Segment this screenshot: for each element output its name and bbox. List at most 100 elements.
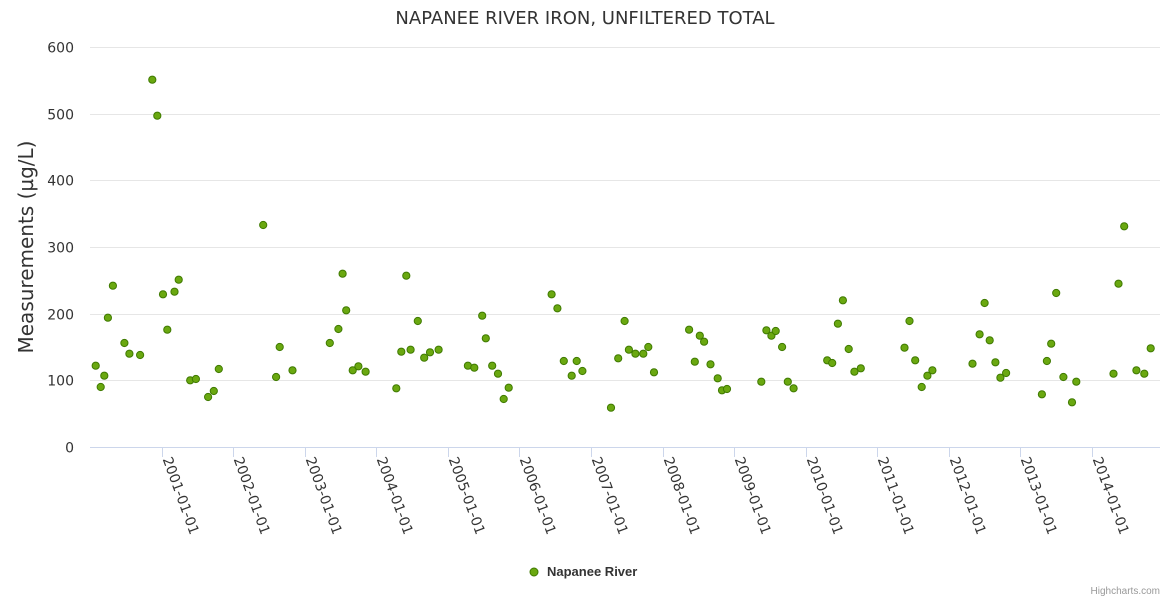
data-point[interactable]	[1132, 366, 1141, 375]
data-point[interactable]	[1114, 279, 1123, 288]
data-point[interactable]	[209, 386, 218, 396]
credits-link[interactable]: Highcharts.com	[1091, 586, 1160, 597]
data-point[interactable]	[783, 377, 792, 386]
data-point[interactable]	[1072, 377, 1081, 386]
data-point[interactable]	[1052, 288, 1061, 298]
data-point[interactable]	[136, 350, 145, 360]
data-point[interactable]	[606, 403, 616, 412]
data-point[interactable]	[850, 367, 859, 376]
data-point[interactable]	[174, 275, 183, 284]
legend-marker-icon[interactable]	[529, 567, 539, 577]
data-point[interactable]	[413, 316, 422, 326]
data-point[interactable]	[402, 271, 411, 280]
data-point[interactable]	[690, 357, 699, 366]
data-point[interactable]	[685, 325, 694, 334]
data-point[interactable]	[695, 331, 704, 340]
data-point[interactable]	[425, 348, 435, 357]
data-point[interactable]	[547, 290, 556, 299]
data-point[interactable]	[470, 363, 479, 372]
data-point[interactable]	[434, 345, 443, 354]
data-point[interactable]	[614, 354, 623, 363]
data-point[interactable]	[856, 364, 865, 373]
data-point[interactable]	[397, 347, 406, 356]
data-point[interactable]	[828, 358, 837, 368]
data-point[interactable]	[108, 281, 118, 290]
data-point[interactable]	[975, 330, 984, 339]
data-point[interactable]	[214, 364, 223, 374]
data-point[interactable]	[706, 360, 715, 369]
data-point[interactable]	[342, 306, 351, 315]
data-point[interactable]	[148, 75, 157, 84]
data-point[interactable]	[649, 368, 659, 377]
data-point[interactable]	[923, 371, 932, 380]
data-point[interactable]	[406, 345, 415, 354]
legend-item-napanee-river[interactable]: Napanee River	[547, 564, 637, 579]
data-point[interactable]	[838, 296, 848, 305]
data-point[interactable]	[499, 394, 508, 404]
data-point[interactable]	[348, 366, 357, 375]
data-point[interactable]	[789, 384, 798, 393]
data-point[interactable]	[996, 373, 1005, 382]
data-point[interactable]	[334, 324, 343, 334]
data-point[interactable]	[103, 313, 113, 322]
data-point[interactable]	[325, 338, 334, 348]
data-point[interactable]	[917, 382, 926, 392]
data-point[interactable]	[488, 361, 497, 370]
data-point[interactable]	[191, 374, 200, 384]
data-point[interactable]	[91, 361, 100, 370]
data-point[interactable]	[170, 287, 179, 296]
data-point[interactable]	[504, 383, 513, 392]
data-point[interactable]	[1059, 372, 1068, 382]
data-point[interactable]	[700, 337, 709, 346]
data-point[interactable]	[120, 338, 129, 348]
data-point[interactable]	[985, 336, 994, 345]
data-point[interactable]	[991, 358, 1000, 367]
data-point[interactable]	[1146, 344, 1155, 353]
data-point[interactable]	[559, 356, 568, 366]
data-point[interactable]	[911, 356, 920, 365]
data-point[interactable]	[833, 319, 843, 328]
data-point[interactable]	[392, 384, 401, 393]
data-point[interactable]	[1002, 368, 1011, 378]
data-point[interactable]	[1047, 339, 1056, 348]
data-point[interactable]	[553, 304, 562, 313]
data-point[interactable]	[125, 349, 134, 358]
data-point[interactable]	[493, 369, 503, 378]
data-point[interactable]	[1042, 356, 1052, 366]
legend[interactable]: Napanee River	[529, 564, 637, 579]
data-point[interactable]	[762, 326, 771, 335]
data-point[interactable]	[96, 382, 105, 392]
data-point[interactable]	[757, 377, 766, 386]
data-point[interactable]	[778, 342, 787, 352]
data-point[interactable]	[567, 371, 576, 380]
data-point[interactable]	[481, 334, 490, 343]
data-point[interactable]	[361, 367, 370, 376]
data-point[interactable]	[928, 366, 937, 375]
data-point[interactable]	[844, 344, 853, 354]
data-point[interactable]	[644, 342, 653, 352]
data-point[interactable]	[1067, 398, 1077, 407]
data-point[interactable]	[578, 366, 587, 376]
data-point[interactable]	[631, 349, 640, 358]
data-point[interactable]	[771, 326, 780, 336]
data-point[interactable]	[275, 342, 284, 352]
data-point[interactable]	[1140, 369, 1149, 378]
data-point[interactable]	[980, 298, 989, 308]
data-point[interactable]	[572, 356, 581, 366]
data-point[interactable]	[338, 269, 347, 278]
data-point[interactable]	[100, 371, 109, 380]
data-point[interactable]	[158, 290, 168, 299]
data-point[interactable]	[354, 362, 363, 371]
data-point[interactable]	[968, 359, 977, 368]
data-point[interactable]	[905, 316, 914, 326]
data-point[interactable]	[722, 384, 732, 394]
data-point[interactable]	[272, 372, 281, 382]
data-point[interactable]	[639, 349, 648, 358]
data-point[interactable]	[1109, 369, 1118, 378]
data-point[interactable]	[259, 220, 268, 230]
data-point[interactable]	[153, 111, 162, 120]
data-point[interactable]	[620, 316, 629, 326]
data-point[interactable]	[288, 366, 297, 375]
data-point[interactable]	[478, 311, 487, 320]
data-point[interactable]	[420, 353, 429, 362]
